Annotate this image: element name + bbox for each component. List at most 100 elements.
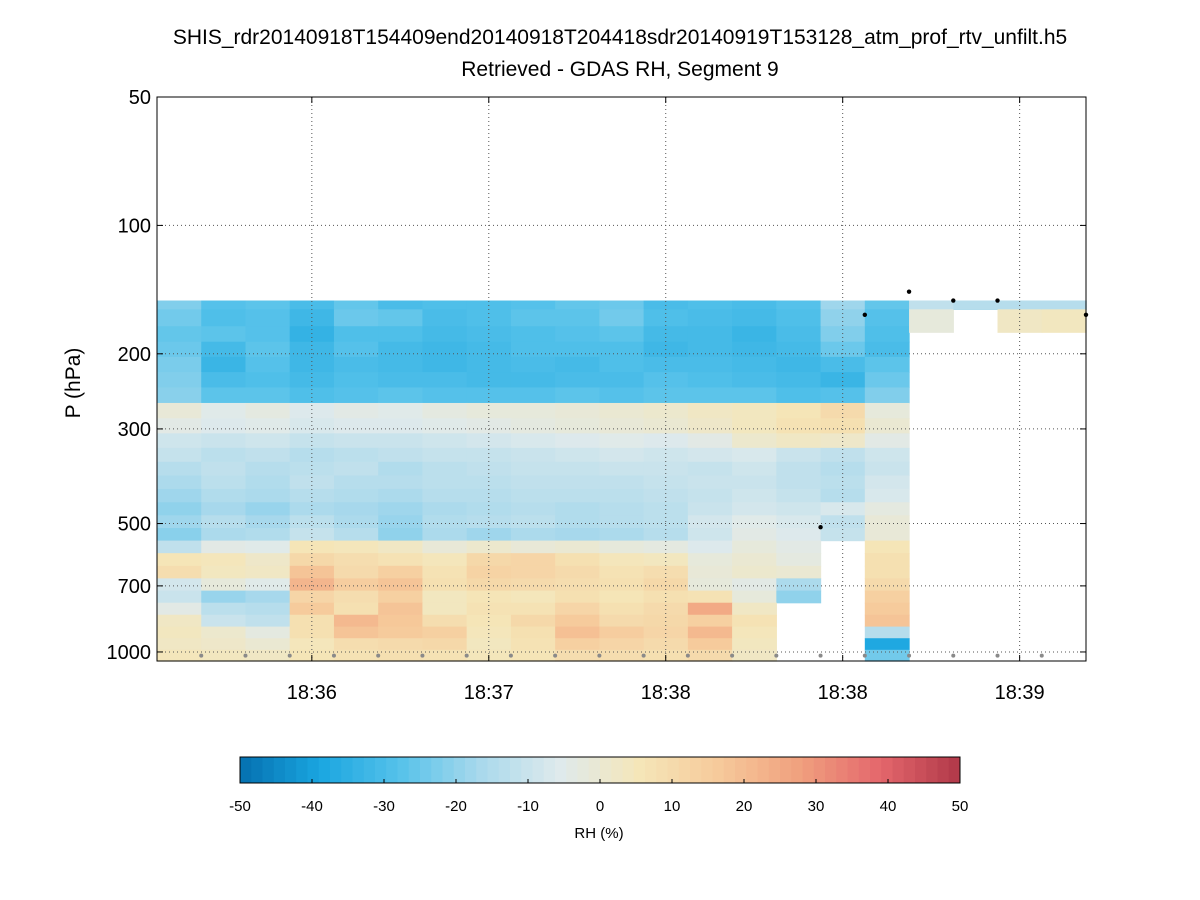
heatmap-cell [466,387,512,404]
heatmap-cell [466,356,512,373]
heatmap-cell [776,578,822,592]
heatmap-cell [289,433,335,449]
heatmap-cell [599,565,645,579]
heatmap-cell [687,578,733,592]
heatmap-cell [466,565,512,579]
heatmap-cell [422,590,468,604]
y-tick-label: 300 [118,419,151,441]
heatmap-cell [555,356,600,373]
heatmap-cell [333,578,379,592]
surface-marker [995,653,1000,658]
heatmap-cell [776,387,822,404]
colorbar-segment [296,757,308,783]
heatmap-cell [422,614,468,628]
heatmap-cell [687,309,733,327]
heatmap-cell [864,540,910,554]
heatmap-cell [157,590,202,604]
heatmap-cell [599,475,645,490]
colorbar-segment [937,757,950,783]
colorbar-segment [847,757,860,783]
heatmap-cell [732,402,777,419]
heatmap-cell [776,300,822,310]
heatmap-cell [687,433,733,449]
heatmap-cell [864,461,910,477]
heatmap-cell [201,300,247,310]
colorbar-segment [330,757,342,783]
heatmap-cell [422,553,468,567]
heatmap-cell [555,326,600,343]
surface-marker [376,653,381,658]
heatmap-cell [555,502,600,516]
heatmap-cell [422,418,468,434]
heatmap-cell [555,418,600,434]
heatmap-cell [245,626,291,639]
colorbar-segment [375,757,387,783]
heatmap-cell [378,649,424,662]
heatmap-cell [776,475,822,490]
heatmap-cell [201,602,247,616]
colorbar-segment [926,757,938,783]
heatmap-cell [333,638,379,651]
heatmap-cell [555,528,600,542]
heatmap-cell [510,540,556,554]
heatmap-cell [378,515,424,529]
heatmap-cell [245,540,291,554]
heatmap-cell [510,626,556,639]
heatmap-cell [289,578,335,592]
colorbar-segment [723,757,736,783]
heatmap-cell [422,326,468,343]
heatmap-cell [333,649,379,662]
surface-marker [420,653,425,658]
heatmap-cell [599,515,645,529]
heatmap-cell [378,638,424,651]
heatmap-cell [643,614,689,628]
x-tick-label: 18:36 [287,682,337,704]
heatmap-cell [157,475,202,490]
colorbar-segment [858,757,871,783]
heatmap-cell [864,515,910,529]
heatmap-cell [864,553,910,567]
heatmap-cell [643,553,689,567]
colorbar-segment [791,757,803,783]
heatmap-cell [687,590,733,604]
heatmap-cell [599,614,645,628]
colorbar-segment [870,757,882,783]
heatmap-cell [422,502,468,516]
heatmap-cell [776,540,822,554]
heatmap-cell [245,565,291,579]
heatmap-cell [466,638,512,651]
heatmap-cell [599,626,645,639]
heatmap-cell [510,356,556,373]
heatmap-cell [466,553,512,567]
heatmap-cell [687,356,733,373]
heatmap-cell [201,502,247,516]
heatmap-cell [466,461,512,477]
heatmap-cell [864,300,910,310]
heatmap-cell [643,488,689,503]
heatmap-cell [732,418,777,434]
heatmap-cell [820,488,866,503]
top-marker [995,298,1000,303]
heatmap-cell [599,326,645,343]
colorbar-segment [453,757,466,783]
heatmap-cell [333,387,379,404]
heatmap-cell [245,590,291,604]
heatmap-cell [289,402,335,419]
heatmap-cell [643,461,689,477]
heatmap-cell [510,372,556,389]
heatmap-cell [643,387,689,404]
heatmap-cell [909,300,954,310]
colorbar-segment [746,757,758,783]
heatmap-cell [378,387,424,404]
heatmap-cell [378,300,424,310]
heatmap-cell [378,326,424,343]
heatmap-cell [157,540,202,554]
colorbar-segment [611,757,623,783]
heatmap-cell [643,475,689,490]
heatmap-cell [333,515,379,529]
x-tick-label: 18:38 [641,682,691,704]
heatmap-cell [599,433,645,449]
heatmap-cell [201,540,247,554]
heatmap-cell [732,300,777,310]
heatmap-cell [510,341,556,358]
